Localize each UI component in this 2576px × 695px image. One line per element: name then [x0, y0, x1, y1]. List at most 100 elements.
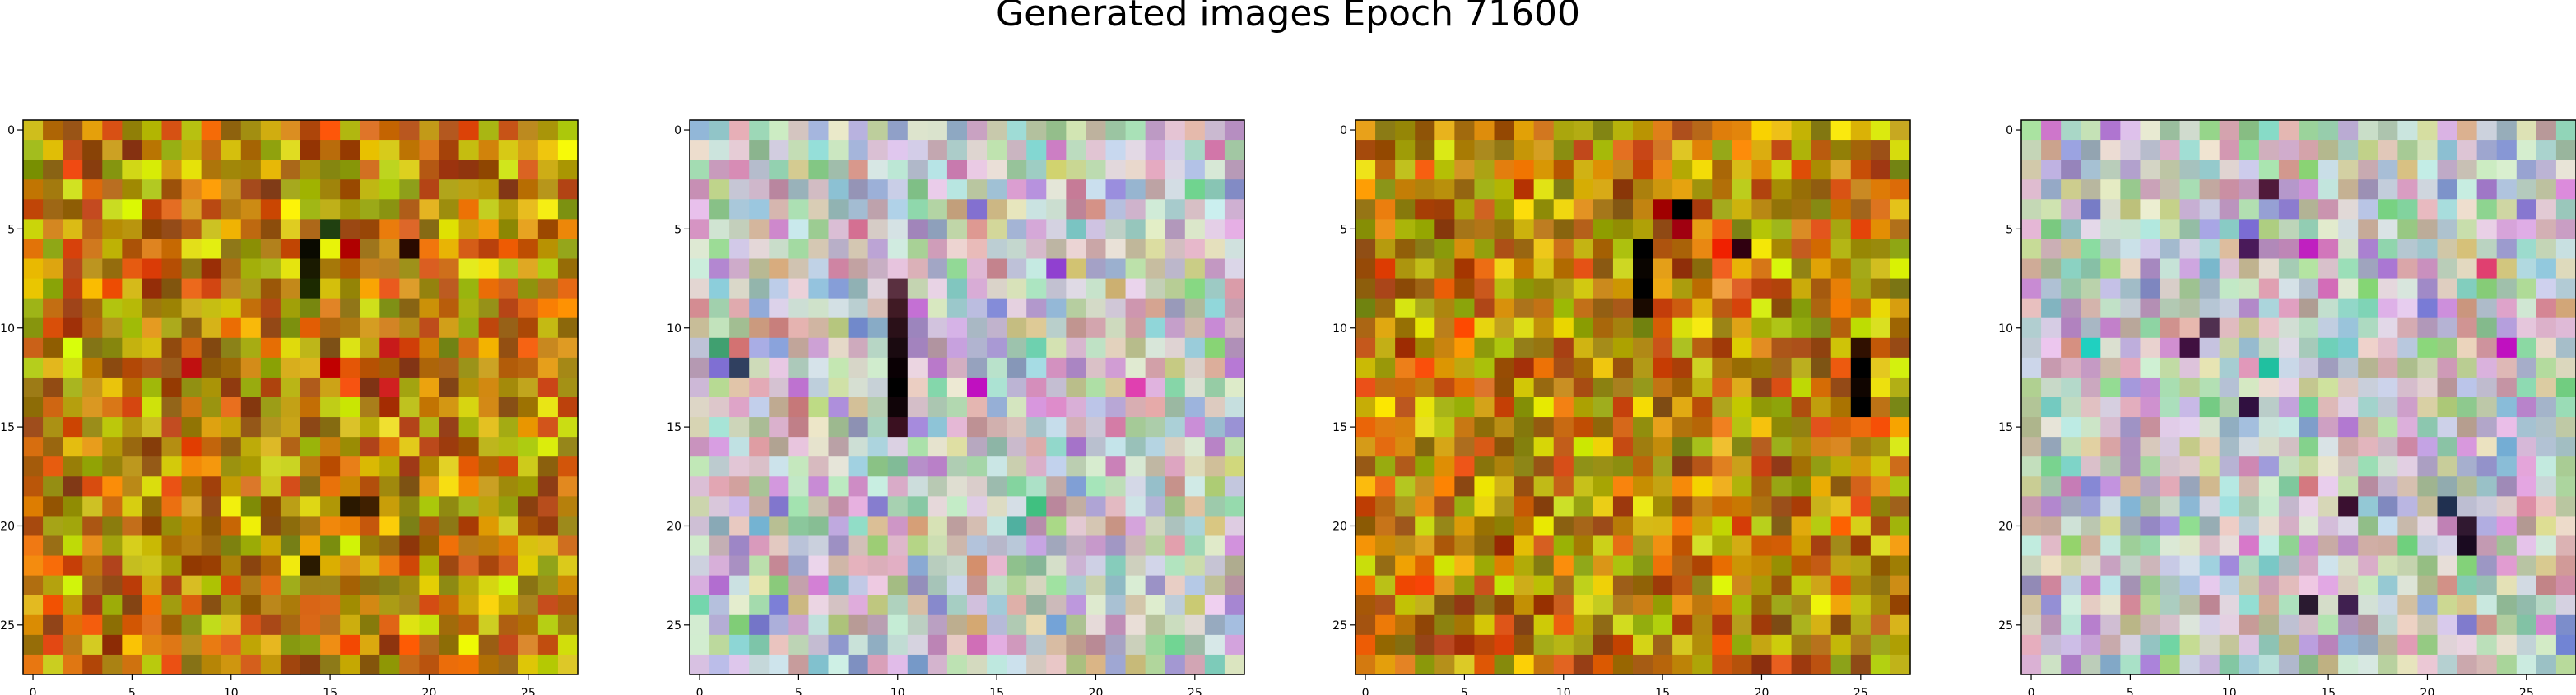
heatmap-cell [1007, 437, 1027, 457]
heatmap-cell [1494, 219, 1515, 240]
heatmap-cell [2021, 516, 2042, 537]
heatmap-cell [848, 614, 869, 636]
heatmap-cell [221, 120, 242, 141]
heatmap-cell [2496, 437, 2518, 457]
heatmap-cell [1771, 516, 1793, 537]
heatmap-cell [1633, 535, 1653, 557]
heatmap-cell [1494, 337, 1515, 359]
heatmap-cell [1890, 179, 1911, 200]
heatmap-cell [1870, 397, 1891, 418]
heatmap-cell [399, 516, 421, 537]
heatmap-cells-4 [2021, 120, 2576, 675]
heatmap-cell [1007, 298, 1027, 319]
heatmap-cell [1355, 496, 1376, 517]
heatmap-cell [181, 317, 202, 339]
heatmap-cell [518, 417, 539, 438]
heatmap-cell [280, 654, 301, 675]
heatmap-cell [1184, 595, 1206, 616]
heatmap-cell [729, 179, 750, 200]
heatmap-cell [2476, 614, 2498, 636]
heatmap-cell [2358, 634, 2378, 656]
heatmap-cell [122, 417, 143, 438]
heatmap-cell [848, 179, 869, 200]
heatmap-cell [2239, 199, 2260, 220]
heatmap-cell [1653, 397, 1673, 418]
heatmap-cell [2338, 437, 2359, 457]
heatmap-cell [1850, 555, 1872, 577]
heatmap-cell [1612, 278, 1634, 299]
heatmap-cell [709, 258, 730, 280]
heatmap-cell [1046, 437, 1067, 457]
x-tick-label: 0 [696, 687, 704, 695]
heatmap-cell [848, 417, 869, 438]
heatmap-cell [2496, 535, 2518, 557]
heatmap-cell [1692, 595, 1713, 616]
heatmap-cell [1046, 456, 1067, 477]
heatmap-cell [1830, 219, 1852, 240]
heatmap-cell [43, 258, 63, 280]
heatmap-cell [1165, 239, 1186, 260]
heatmap-cell [439, 160, 460, 180]
heatmap-cell [709, 219, 730, 240]
heatmap-cell [1375, 575, 1396, 596]
heatmap-cell [518, 258, 539, 280]
heatmap-cell [340, 516, 360, 537]
heatmap-cell [2258, 278, 2280, 299]
heatmap-cell [2397, 614, 2419, 636]
heatmap-cell [2199, 575, 2220, 596]
heatmap-cell [2100, 555, 2121, 577]
heatmap-cell [1474, 654, 1495, 675]
heatmap-cell [1672, 140, 1693, 160]
heatmap-cell [1712, 317, 1732, 339]
heatmap-cell [1890, 357, 1911, 378]
heatmap-cell [2437, 595, 2458, 616]
heatmap-cell [1514, 437, 1535, 457]
heatmap-cell [63, 120, 83, 141]
heatmap-cell [1732, 575, 1753, 596]
heatmap-cell [1573, 654, 1594, 675]
heatmap-cell [2120, 377, 2141, 398]
heatmap-cell [1514, 634, 1535, 656]
heatmap-cell [63, 456, 83, 477]
heatmap-cell [379, 575, 400, 596]
heatmap-cell [1184, 575, 1206, 596]
heatmap-cell [260, 496, 281, 517]
heatmap-cell [867, 397, 889, 418]
heatmap-cell [2397, 377, 2419, 398]
heatmap-cell [122, 516, 143, 537]
heatmap-cell [1553, 654, 1574, 675]
heatmap-cell [518, 317, 539, 339]
heatmap-cell [1850, 456, 1872, 477]
heatmap-cell [1086, 317, 1107, 339]
heatmap-cell [967, 634, 988, 656]
heatmap-cell [498, 179, 519, 200]
heatmap-cell [1751, 258, 1773, 280]
heatmap-cell [2457, 496, 2478, 517]
heatmap-cell [340, 437, 360, 457]
heatmap-cell [2536, 595, 2557, 616]
heatmap-cell [1692, 199, 1713, 220]
heatmap-cell [1434, 160, 1455, 180]
heatmap-cell [907, 614, 928, 636]
heatmap-cell [201, 555, 222, 577]
heatmap-cell [1066, 456, 1087, 477]
heatmap-cell [2061, 595, 2081, 616]
heatmap-cell [419, 199, 440, 220]
heatmap-cell [1454, 437, 1476, 457]
heatmap-cell [2338, 179, 2359, 200]
heatmap-cell [122, 456, 143, 477]
heatmap-cell [1870, 317, 1891, 339]
heatmap-cell [1553, 179, 1574, 200]
heatmap-cell [2140, 179, 2161, 200]
heatmap-cell [1415, 120, 1435, 141]
heatmap-cell [1184, 179, 1206, 200]
heatmap-cell [2536, 219, 2557, 240]
heatmap-cell [557, 317, 579, 339]
heatmap-cell [1007, 555, 1027, 577]
heatmap-cell [1494, 239, 1515, 260]
heatmap-cell [2041, 496, 2062, 517]
heatmap-cell [2041, 337, 2062, 359]
heatmap-cell [1007, 476, 1027, 497]
heatmap-cell [221, 654, 242, 675]
heatmap-cell [887, 595, 909, 616]
